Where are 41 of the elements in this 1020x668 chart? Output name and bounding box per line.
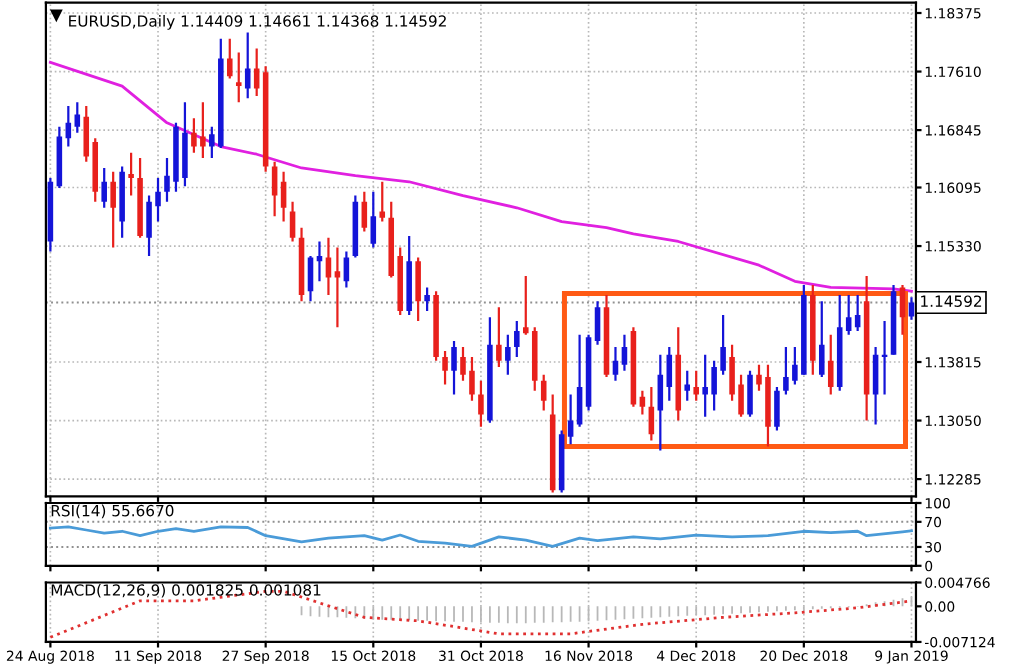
- candlestick: [442, 349, 448, 386]
- candlestick: [280, 170, 287, 223]
- candlestick: [567, 393, 574, 446]
- candlestick: [819, 300, 825, 379]
- candlestick: [657, 353, 664, 452]
- candlestick: [594, 300, 601, 346]
- candlestick: [379, 180, 386, 223]
- candlestick: [827, 333, 834, 396]
- candlestick: [639, 389, 646, 416]
- candlestick: [361, 190, 368, 233]
- candlestick: [908, 296, 915, 321]
- candlestick: [774, 385, 780, 432]
- candlestick: [424, 286, 430, 313]
- candlestick: [415, 256, 421, 323]
- candlestick: [244, 31, 251, 100]
- line-series: [48, 525, 913, 548]
- candlestick: [271, 160, 278, 218]
- candlestick: [845, 293, 852, 336]
- candlestick: [289, 200, 296, 243]
- candlestick: [110, 170, 116, 249]
- candlestick: [693, 369, 699, 402]
- candlestick: [478, 379, 484, 428]
- candlestick: [451, 339, 457, 396]
- candlestick: [540, 373, 547, 412]
- candlestick: [621, 333, 628, 372]
- candlestick: [505, 333, 511, 376]
- candlestick: [101, 166, 107, 209]
- candlestick: [514, 319, 520, 359]
- candlestick: [370, 190, 377, 249]
- candlestick: [612, 345, 619, 382]
- candlestick: [899, 283, 906, 336]
- line-series: [48, 60, 913, 293]
- candlestick: [235, 51, 242, 104]
- candlestick: [128, 151, 134, 197]
- candlestick: [74, 101, 81, 134]
- candlestick: [684, 369, 691, 402]
- candlestick: [496, 306, 502, 369]
- candlestick: [747, 369, 753, 418]
- candlestick: [872, 345, 879, 426]
- candlestick: [227, 37, 233, 80]
- candlestick: [253, 47, 260, 98]
